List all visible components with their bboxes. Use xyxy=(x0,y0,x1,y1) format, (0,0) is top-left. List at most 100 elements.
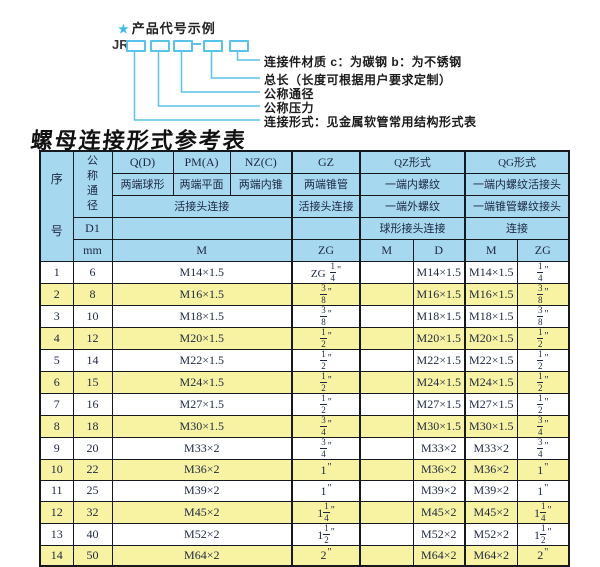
cell-qg-zg: 3 4 " xyxy=(516,436,570,460)
cell-m: M22×1.5 xyxy=(111,348,293,372)
cell-seq: 7 xyxy=(39,392,74,416)
header-gz: GZ xyxy=(291,150,361,174)
header-gz-conn: 活接头连接 xyxy=(291,194,361,218)
cell-dn: 6 xyxy=(72,260,113,284)
table-header: 序号 公称通径 Q(D) PM(A) NZ(C) GZ QZ形式 QG形式 两端… xyxy=(39,150,570,262)
header-gz-desc: 两端锥管 xyxy=(291,172,361,196)
cell-qz-m xyxy=(359,522,414,546)
header-qz: QZ形式 xyxy=(358,150,466,174)
cell-m: M45×2 xyxy=(111,500,293,524)
cell-m: M20×1.5 xyxy=(111,326,293,350)
code-box-1 xyxy=(126,40,146,52)
cell-m: M24×1.5 xyxy=(111,370,293,394)
cell-m: M52×2 xyxy=(111,522,293,546)
cell-seq: 3 xyxy=(39,304,74,328)
connector-lines xyxy=(133,50,260,121)
diagram-label-pressure: 公称压力 xyxy=(264,101,315,115)
cell-dn: 12 xyxy=(72,326,113,350)
cell-seq: 6 xyxy=(39,370,74,394)
cell-qg-m: M16×1.5 xyxy=(464,282,518,306)
diagram-label-connection: 连接形式：见金属软管常用结构形式表 xyxy=(264,115,477,129)
cell-dn: 14 xyxy=(72,348,113,372)
header-qg-desc2: 一端锥管螺纹接头 xyxy=(464,194,570,218)
cell-dn: 8 xyxy=(72,282,113,306)
header-qg-desc1: 一端内螺纹活接头 xyxy=(464,172,570,196)
diagram-label-diameter: 公称通径 xyxy=(264,87,315,101)
cell-zg: ZG 1 4 " xyxy=(291,260,361,284)
cell-qz-d: M39×2 xyxy=(412,479,466,502)
cell-qz-d: M33×2 xyxy=(412,436,466,460)
cell-qg-m: M18×1.5 xyxy=(464,304,518,328)
cell-seq: 4 xyxy=(39,326,74,350)
cell-qz-m xyxy=(359,282,414,306)
cell-qz-m xyxy=(359,544,414,567)
cell-zg: 3 4 " xyxy=(291,436,361,460)
cell-qz-m xyxy=(359,436,414,460)
header-m: M xyxy=(111,238,293,262)
cell-m: M16×1.5 xyxy=(111,282,293,306)
header-blank-m xyxy=(111,216,293,240)
cell-qg-m: M30×1.5 xyxy=(464,414,518,438)
cell-qz-d: M52×2 xyxy=(412,522,466,546)
cell-qg-m: M27×1.5 xyxy=(464,392,518,416)
cell-qg-zg: 1" xyxy=(516,479,570,502)
cell-qz-m xyxy=(359,370,414,394)
cell-qz-m xyxy=(359,500,414,524)
header-qg-conn: 连接 xyxy=(464,216,570,240)
cell-zg: 1 2 " xyxy=(291,326,361,350)
header-qz-m: M xyxy=(359,238,414,262)
table-row: 5 14 M22×1.5 1 2 " M22×1.5 M22×1.5 1 2 " xyxy=(39,348,570,372)
cell-qz-m xyxy=(359,304,414,328)
cell-seq: 14 xyxy=(39,544,74,567)
cell-qz-m xyxy=(359,348,414,372)
header-mm: mm xyxy=(72,238,113,262)
cell-zg: 1 2 " xyxy=(291,370,361,394)
cell-zg: 1" xyxy=(291,458,361,481)
cell-m: M27×1.5 xyxy=(111,392,293,416)
cell-qg-zg: 1 4 " xyxy=(516,260,570,284)
header-pm: PM(A) xyxy=(172,150,231,174)
cell-qz-d: M27×1.5 xyxy=(412,392,466,416)
header-qg-m: M xyxy=(464,238,518,262)
table-row: 12 32 M45×2 1 1 4 " M45×2 M45×2 1 1 4 " xyxy=(39,500,570,524)
code-box-4 xyxy=(203,40,223,52)
cell-qg-zg: 3 8 " xyxy=(516,282,570,306)
cell-seq: 11 xyxy=(39,479,74,502)
cell-dn: 40 xyxy=(72,522,113,546)
cell-qz-d: M64×2 xyxy=(412,544,466,567)
cell-qz-d: M20×1.5 xyxy=(412,326,466,350)
diagram-label-material: 连接件材质 c：为碳钢 b：为不锈钢 xyxy=(264,55,462,69)
cell-zg: 1 1 4 " xyxy=(291,500,361,524)
cell-qg-zg: 1" xyxy=(516,458,570,481)
cell-zg: 1 2 " xyxy=(291,348,361,372)
cell-qg-zg: 1 2 " xyxy=(516,348,570,372)
cell-qg-m: M52×2 xyxy=(464,522,518,546)
diagram-label-length: 总长（长度可根据用户要求定制） xyxy=(264,73,452,87)
header-qg-zg: ZG xyxy=(516,238,570,262)
diagram-heading: ★ 产品代号示例 xyxy=(118,18,216,37)
cell-qz-m xyxy=(359,326,414,350)
cell-qg-m: M22×1.5 xyxy=(464,348,518,372)
table-row: 11 25 M39×2 1" M39×2 M39×2 1" xyxy=(39,479,570,502)
cell-qz-m xyxy=(359,414,414,438)
header-qz-desc1: 一端内螺纹 xyxy=(358,172,466,196)
cell-qg-m: M24×1.5 xyxy=(464,370,518,394)
code-prefix: JR xyxy=(112,37,129,52)
header-qz-d: D xyxy=(412,238,466,262)
cell-dn: 18 xyxy=(72,414,113,438)
cell-qz-d: M22×1.5 xyxy=(412,348,466,372)
header-blank-gz xyxy=(291,216,361,240)
header-dn: 公称通径 xyxy=(72,150,113,218)
code-box-5 xyxy=(229,40,249,52)
cell-qg-m: M36×2 xyxy=(464,458,518,481)
cell-qg-m: M33×2 xyxy=(464,436,518,460)
cell-seq: 5 xyxy=(39,348,74,372)
cell-qg-zg: 1 2 " xyxy=(516,370,570,394)
cell-qz-d: M18×1.5 xyxy=(412,304,466,328)
header-nz: NZ(C) xyxy=(229,150,293,174)
header-d1: D1 xyxy=(72,216,113,240)
header-seq: 序号 xyxy=(39,150,74,262)
cell-m: M33×2 xyxy=(111,436,293,460)
cell-dn: 22 xyxy=(72,458,113,481)
